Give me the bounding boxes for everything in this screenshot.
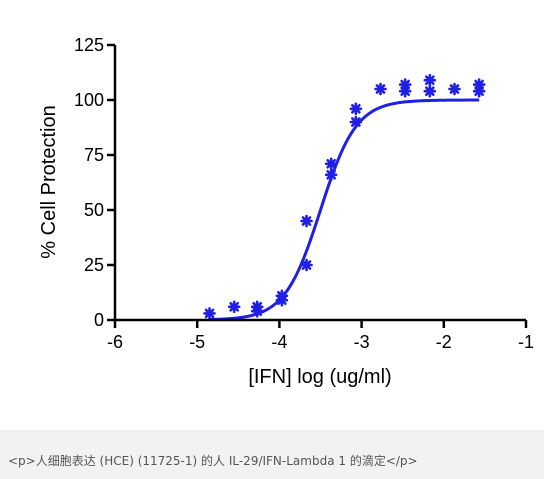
fit-curve-layer <box>209 98 480 322</box>
data-point <box>423 84 437 98</box>
data-point <box>227 300 241 314</box>
chart-figure: -6 -5 -4 -3 -2 -1 0 25 50 75 100 125 [IFN] log (ug/… <box>38 35 535 388</box>
dose-response-chart: -6 -5 -4 -3 -2 -1 0 25 50 75 100 125 [IFN] log (ug/… <box>38 35 534 388</box>
y-tick-label: 25 <box>84 255 104 275</box>
x-tick-label: -4 <box>271 332 287 352</box>
axes <box>113 45 526 322</box>
y-axis-title: % Cell Protection <box>38 105 60 258</box>
data-point <box>448 82 461 96</box>
y-tick-label: 50 <box>84 200 104 220</box>
y-tick-label: 0 <box>94 310 104 330</box>
x-tick-label: -1 <box>518 332 534 352</box>
data-point <box>398 78 412 91</box>
data-point <box>349 102 363 116</box>
data-point <box>203 307 216 320</box>
data-points-layer <box>203 73 486 320</box>
y-tick-label: 125 <box>74 35 104 55</box>
data-point <box>324 157 338 171</box>
data-point <box>374 82 387 96</box>
x-tick-label: -3 <box>354 332 370 352</box>
x-axis-title: [IFN] log (ug/ml) <box>248 366 391 388</box>
x-tick-label: -2 <box>436 332 452 352</box>
data-point <box>275 289 289 303</box>
data-point <box>423 73 437 87</box>
caption-bar: <p>人细胞表达 (HCE) (11725-1) 的人 IL-29/IFN-La… <box>0 430 544 479</box>
y-tick-label: 100 <box>74 90 104 110</box>
data-point <box>472 78 486 91</box>
x-tick-label: -6 <box>107 332 123 352</box>
figure-caption: <p>人细胞表达 (HCE) (11725-1) 的人 IL-29/IFN-La… <box>8 454 418 468</box>
fit-curve <box>209 98 480 322</box>
data-point <box>349 115 363 129</box>
y-tick-label: 75 <box>84 145 104 165</box>
tick-layer: -6 -5 -4 -3 -2 -1 0 25 50 75 100 125 <box>74 35 534 352</box>
data-point <box>250 300 264 314</box>
x-tick-label: -5 <box>189 332 205 352</box>
data-point <box>300 258 313 272</box>
data-point <box>300 214 313 228</box>
data-point <box>324 168 338 182</box>
